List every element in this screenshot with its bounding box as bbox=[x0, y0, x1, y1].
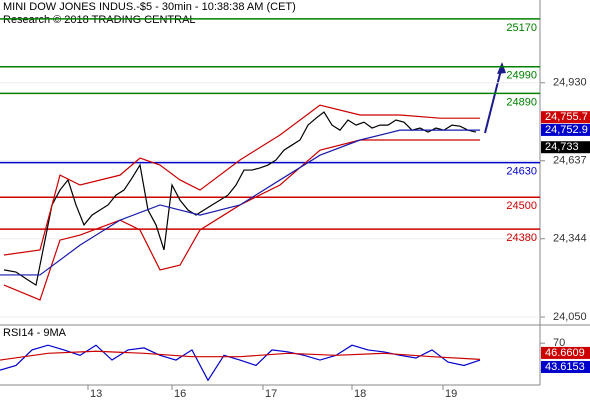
level-label: 25170 bbox=[506, 22, 537, 34]
x-tick-label: 16 bbox=[174, 388, 186, 400]
rsi-tag bbox=[541, 346, 590, 359]
level-label: 24990 bbox=[506, 70, 537, 82]
chart-title: MINI DOW JONES INDUS.-$5 - 30min - 10:38… bbox=[3, 1, 296, 13]
arrow bbox=[484, 65, 503, 134]
rsi-tag-label: 46.6609 bbox=[545, 347, 585, 359]
rsi-line bbox=[0, 344, 481, 382]
y-tick-label: 24,344 bbox=[553, 233, 587, 245]
arrow-head bbox=[497, 62, 506, 74]
x-tick-label: 13 bbox=[90, 388, 102, 400]
y-tick-label: 24,637 bbox=[553, 155, 587, 167]
price-tag-label: 24,752.9 bbox=[545, 124, 588, 136]
rsi-tag-label: 43.6153 bbox=[545, 361, 585, 373]
series-line bbox=[3, 111, 477, 287]
price-tag bbox=[541, 141, 590, 154]
rsi-line bbox=[0, 350, 481, 361]
level-label: 24630 bbox=[506, 166, 537, 178]
level-label: 24380 bbox=[506, 232, 537, 244]
y-tick-label: 24,930 bbox=[553, 77, 587, 89]
x-tick-label: 17 bbox=[265, 388, 277, 400]
rsi-tag bbox=[541, 360, 590, 373]
series-line bbox=[0, 129, 480, 276]
series-line bbox=[3, 139, 480, 301]
level-label: 24890 bbox=[506, 96, 537, 108]
price-tag-label: 24,755.7 bbox=[545, 111, 588, 123]
x-tick-label: 18 bbox=[354, 388, 366, 400]
price-tag bbox=[541, 123, 590, 136]
rsi-title: RSI14 - 9MA bbox=[3, 327, 67, 339]
x-tick-label: 19 bbox=[445, 388, 457, 400]
series-line bbox=[3, 104, 480, 256]
y-tick-label: 24,050 bbox=[553, 311, 587, 323]
price-tag bbox=[541, 111, 590, 124]
rsi-tick-label: 70 bbox=[553, 337, 565, 349]
price-tag-label: 24,733 bbox=[545, 141, 579, 153]
chart-subtitle: Research © 2018 TRADING CENTRAL bbox=[3, 14, 196, 26]
level-label: 24500 bbox=[506, 200, 537, 212]
